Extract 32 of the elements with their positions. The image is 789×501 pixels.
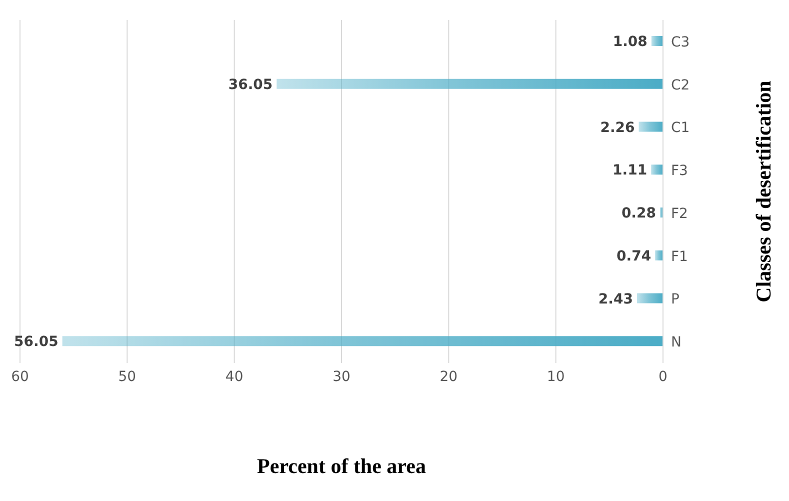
bar bbox=[651, 36, 663, 46]
bar bbox=[651, 164, 663, 175]
y-tick-label: C1 bbox=[671, 120, 690, 136]
x-tick-label: 40 bbox=[225, 368, 244, 385]
x-axis-title: Percent of the area bbox=[257, 454, 426, 478]
y-tick-label: P bbox=[671, 292, 680, 308]
x-tick-label: 50 bbox=[118, 368, 136, 385]
bar bbox=[655, 250, 663, 260]
y-axis-title: Classes of desertification bbox=[751, 80, 776, 302]
data-label: 1.08 bbox=[612, 34, 648, 50]
x-tick-label: 30 bbox=[332, 368, 350, 385]
bar bbox=[636, 293, 663, 304]
x-tick-label: 60 bbox=[11, 368, 29, 385]
data-label: 2.43 bbox=[598, 291, 633, 308]
data-label: 0.28 bbox=[621, 206, 656, 222]
y-tick-label: F3 bbox=[671, 163, 688, 180]
x-tick-label: 10 bbox=[546, 368, 565, 385]
y-tick-label: F2 bbox=[671, 206, 688, 222]
data-label: 2.26 bbox=[600, 120, 635, 136]
bar bbox=[62, 336, 663, 346]
bar bbox=[276, 78, 663, 89]
data-label: 56.05 bbox=[14, 334, 58, 350]
x-tick-label: 0 bbox=[658, 368, 668, 385]
y-tick-label: C2 bbox=[671, 77, 690, 94]
y-tick-label: F1 bbox=[671, 248, 688, 265]
bar bbox=[638, 122, 663, 132]
y-tick-label: N bbox=[671, 334, 682, 351]
data-label: 36.05 bbox=[228, 76, 273, 93]
y-tick-label: C3 bbox=[671, 34, 690, 50]
data-label: 1.11 bbox=[612, 162, 648, 179]
x-tick-label: 20 bbox=[440, 368, 458, 385]
data-label: 0.74 bbox=[616, 248, 652, 264]
